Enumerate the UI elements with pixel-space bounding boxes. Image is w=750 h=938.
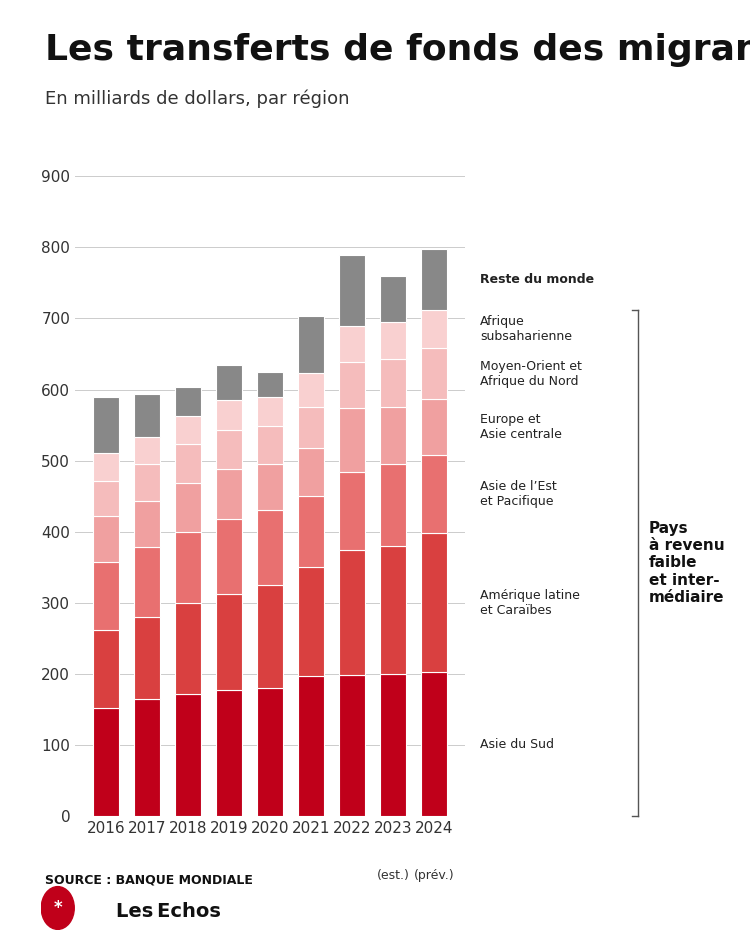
Bar bbox=[298, 407, 324, 447]
Bar bbox=[421, 348, 447, 400]
Bar bbox=[175, 694, 201, 816]
Bar bbox=[134, 699, 160, 816]
Text: Asie du Sud: Asie du Sud bbox=[480, 738, 554, 750]
Bar bbox=[380, 359, 406, 407]
Bar bbox=[298, 567, 324, 676]
Bar bbox=[298, 496, 324, 567]
Bar bbox=[421, 310, 447, 348]
Bar bbox=[134, 437, 160, 464]
Bar bbox=[93, 629, 119, 708]
Bar bbox=[339, 674, 365, 816]
Bar bbox=[380, 673, 406, 816]
Bar bbox=[175, 416, 201, 445]
Bar bbox=[216, 469, 242, 519]
Bar bbox=[93, 453, 119, 480]
Bar bbox=[216, 401, 242, 430]
Bar bbox=[256, 585, 284, 688]
Bar bbox=[339, 551, 365, 674]
Bar bbox=[339, 326, 365, 362]
Ellipse shape bbox=[41, 886, 74, 930]
Bar bbox=[134, 617, 160, 699]
Bar bbox=[421, 400, 447, 455]
Text: Afrique
subsaharienne: Afrique subsaharienne bbox=[480, 315, 572, 343]
Bar bbox=[298, 373, 324, 407]
Bar bbox=[216, 430, 242, 469]
Bar bbox=[380, 276, 406, 322]
Bar bbox=[134, 395, 160, 437]
Text: En milliards de dollars, par région: En milliards de dollars, par région bbox=[45, 89, 350, 108]
Bar bbox=[93, 480, 119, 516]
Text: (est.): (est.) bbox=[376, 870, 410, 883]
Bar bbox=[93, 562, 119, 629]
Bar bbox=[380, 407, 406, 464]
Bar bbox=[175, 532, 201, 603]
Bar bbox=[256, 464, 284, 510]
Bar bbox=[421, 249, 447, 310]
Bar bbox=[175, 483, 201, 532]
Bar bbox=[339, 362, 365, 408]
Bar bbox=[256, 510, 284, 585]
Bar bbox=[298, 316, 324, 373]
Bar bbox=[175, 603, 201, 694]
Bar bbox=[256, 371, 284, 397]
Bar bbox=[216, 594, 242, 689]
Bar bbox=[216, 365, 242, 401]
Bar bbox=[339, 408, 365, 472]
Bar bbox=[216, 519, 242, 594]
Bar bbox=[93, 397, 119, 453]
Text: Moyen-Orient et
Afrique du Nord: Moyen-Orient et Afrique du Nord bbox=[480, 360, 582, 388]
Text: Reste du monde: Reste du monde bbox=[480, 273, 594, 286]
Bar bbox=[298, 447, 324, 496]
Text: Asie de l’Est
et Pacifique: Asie de l’Est et Pacifique bbox=[480, 480, 556, 508]
Bar bbox=[421, 533, 447, 673]
Text: Amérique latine
et Caraïbes: Amérique latine et Caraïbes bbox=[480, 589, 580, 617]
Bar bbox=[134, 548, 160, 617]
Bar bbox=[380, 546, 406, 673]
Bar bbox=[380, 464, 406, 546]
Text: Les Echos: Les Echos bbox=[116, 902, 221, 921]
Bar bbox=[93, 516, 119, 562]
Bar bbox=[256, 688, 284, 816]
Bar bbox=[134, 501, 160, 548]
Text: SOURCE : BANQUE MONDIALE: SOURCE : BANQUE MONDIALE bbox=[45, 873, 253, 886]
Bar bbox=[175, 387, 201, 416]
Bar bbox=[339, 255, 365, 326]
Bar bbox=[380, 322, 406, 359]
Bar bbox=[339, 472, 365, 551]
Bar bbox=[256, 397, 284, 427]
Bar bbox=[134, 464, 160, 501]
Text: *: * bbox=[53, 899, 62, 917]
Bar bbox=[421, 455, 447, 533]
Bar bbox=[421, 673, 447, 816]
Text: Pays
à revenu
faible
et inter-
médiaire: Pays à revenu faible et inter- médiaire bbox=[649, 521, 724, 605]
Bar bbox=[256, 427, 284, 464]
Bar bbox=[216, 689, 242, 816]
Text: Europe et
Asie centrale: Europe et Asie centrale bbox=[480, 414, 562, 441]
Bar bbox=[298, 676, 324, 816]
Bar bbox=[175, 445, 201, 483]
Text: (prév.): (prév.) bbox=[414, 870, 454, 883]
Bar bbox=[93, 708, 119, 816]
Text: Les transferts de fonds des migrants: Les transferts de fonds des migrants bbox=[45, 33, 750, 67]
